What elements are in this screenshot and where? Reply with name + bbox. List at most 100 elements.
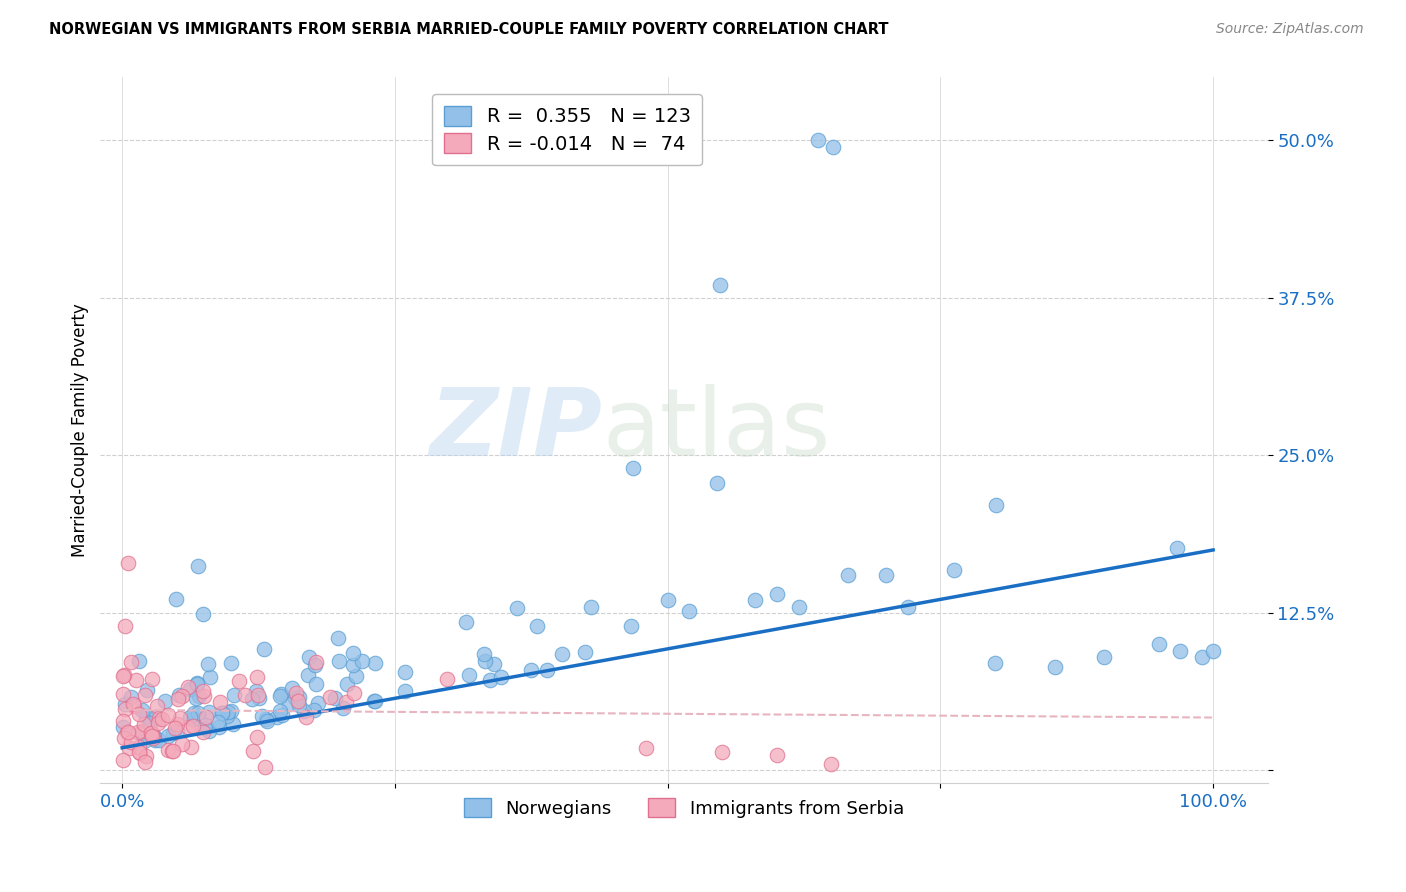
Point [179,681,201,696]
Point [222,688,245,702]
Point [165,721,187,735]
Point [170,689,193,703]
Point [288,698,311,712]
Point [305,676,328,690]
Point [150,712,173,726]
Point [176,680,198,694]
Point [221,704,243,718]
Point [285,686,308,700]
Point [141,725,163,739]
Point [134,688,156,702]
Point [943,563,966,577]
Point [128,654,150,668]
Point [131,703,153,717]
Point [193,689,215,703]
Point [304,658,326,673]
Point [252,641,274,656]
Point [193,725,215,739]
Point [177,720,200,734]
Point [228,674,250,689]
Point [271,708,294,723]
Point [252,708,274,723]
Point [482,657,505,672]
Point [166,717,188,731]
Point [479,673,502,687]
Point [350,654,373,668]
Point [114,702,136,716]
Point [288,690,311,705]
Point [307,696,329,710]
Point [211,706,233,721]
Point [875,568,897,582]
Point [181,718,204,732]
Point [984,657,1007,671]
Point [295,710,318,724]
Point [458,668,481,682]
Point [143,729,166,743]
Point [112,714,135,728]
Point [620,619,643,633]
Point [222,717,245,731]
Point [246,670,269,684]
Point [131,723,153,738]
Point [118,741,141,756]
Point [128,707,150,722]
Point [292,704,315,718]
Point [336,676,359,690]
Point [332,700,354,714]
Point [765,748,787,763]
Point [240,692,263,706]
Point [183,712,205,726]
Point [138,716,160,731]
Point [323,691,346,706]
Point [128,746,150,760]
Point [142,731,165,745]
Point [135,748,157,763]
Point [266,710,288,724]
Point [186,676,208,690]
Point [120,690,142,704]
Point [489,669,512,683]
Point [162,726,184,740]
Point [233,688,256,702]
Point [193,684,215,698]
Point [169,711,191,725]
Point [297,650,319,665]
Point [744,593,766,607]
Point [145,710,167,724]
Point [526,618,548,632]
Point [1166,541,1188,555]
Point [184,691,207,706]
Point [180,740,202,755]
Point [217,705,239,719]
Point [166,723,188,738]
Point [156,708,179,723]
Point [217,709,239,723]
Point [128,745,150,759]
Point [621,461,644,475]
Point [120,655,142,669]
Point [132,716,155,731]
Point [326,631,349,645]
Point [162,744,184,758]
Point [197,657,219,671]
Point [200,669,222,683]
Point [394,684,416,698]
Point [1147,637,1170,651]
Point [193,607,215,621]
Point [112,753,135,767]
Point [254,760,277,774]
Point [474,654,496,668]
Point [197,706,219,720]
Text: atlas: atlas [602,384,831,476]
Point [706,476,728,491]
Point [823,140,845,154]
Point [112,688,135,702]
Point [837,568,859,582]
Point [219,656,242,670]
Point [344,668,367,682]
Point [122,699,145,714]
Point [194,721,217,735]
Point [820,757,842,772]
Point [148,732,170,747]
